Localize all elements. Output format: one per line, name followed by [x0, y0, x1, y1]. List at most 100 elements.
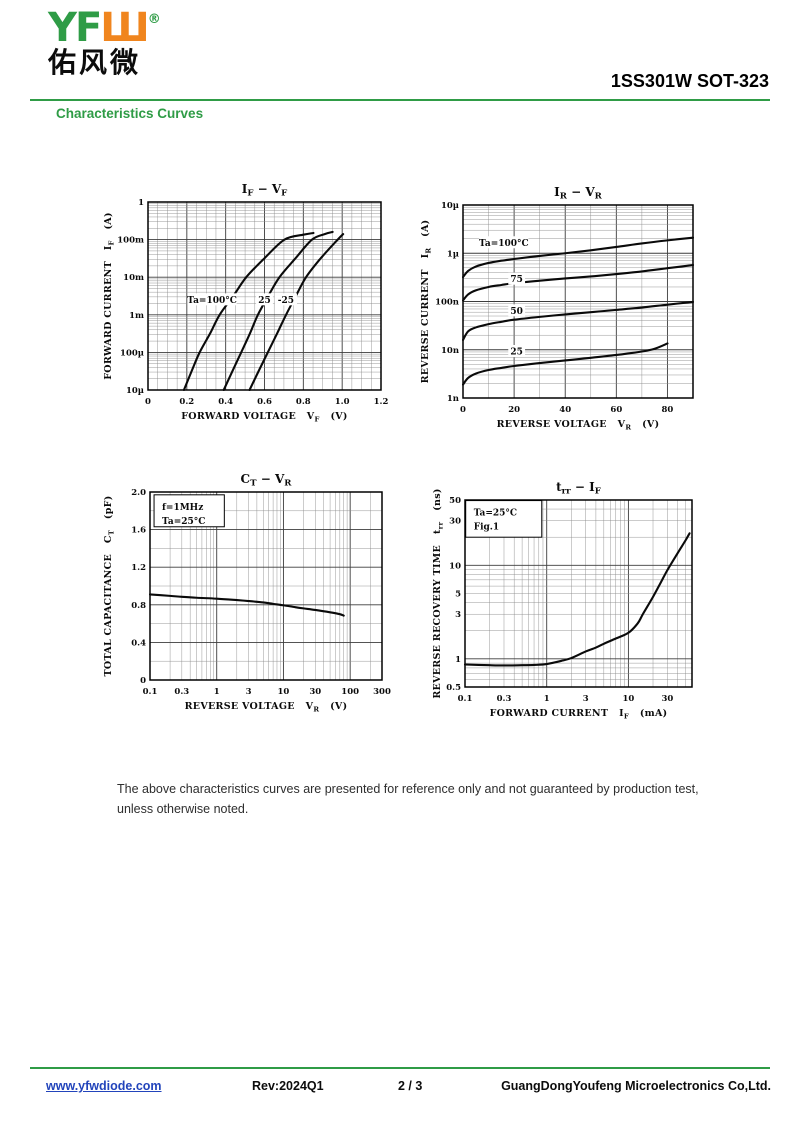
- logo-sha-mark: Ш: [100, 5, 149, 51]
- x-tick-label: 80: [662, 405, 674, 415]
- curve-label-bg: [187, 293, 237, 306]
- y-tick-label: 10: [449, 561, 461, 571]
- x-tick-label: 0.3: [497, 694, 512, 704]
- curve-50: [462, 300, 694, 341]
- header-divider: [30, 99, 770, 101]
- annotation-box: [153, 494, 225, 528]
- y-tick-label: 1m: [129, 311, 144, 321]
- y-tick-label: 1n: [447, 394, 459, 404]
- website-link[interactable]: www.yfwdiode.com: [46, 1079, 162, 1093]
- x-tick-label: 0: [145, 397, 151, 407]
- x-tick-label: 40: [559, 405, 571, 415]
- y-tick-label: 10n: [441, 346, 459, 356]
- y-tick-label: 3: [455, 610, 461, 620]
- annotation-text: f=1MHz: [162, 503, 203, 513]
- logo-yf-text: YF: [48, 5, 102, 51]
- curve-CT: [149, 593, 345, 617]
- curve-label: 25: [258, 296, 271, 306]
- x-tick-label: 0: [460, 405, 466, 415]
- chart-title: CT − VR: [241, 472, 293, 489]
- x-tick-label: 3: [583, 694, 589, 704]
- y-tick-label: 100m: [117, 236, 144, 246]
- curve-label: 25: [510, 347, 523, 357]
- y-tick-label: 100n: [435, 298, 459, 308]
- x-axis-label: REVERSE VOLTAGE VR (V): [185, 701, 348, 714]
- curve-75: [462, 263, 694, 302]
- x-tick-label: 30: [661, 694, 673, 704]
- annotation-text: Fig.1: [474, 523, 500, 533]
- x-tick-label: 3: [246, 687, 252, 697]
- y-tick-label: 1.2: [131, 563, 146, 573]
- chart-svg-ir_vr: Ta=100°C 75 50 25 0 20 40 60 80 10µ 1µ 100n 10n 1n IR …: [420, 185, 694, 432]
- x-tick-label: 0.6: [257, 397, 272, 407]
- x-tick-label: 300: [373, 687, 391, 697]
- product-title: 1SS301W SOT-323: [610, 71, 769, 91]
- y-tick-label: 0.5: [446, 683, 461, 693]
- x-tick-label: 10: [622, 694, 634, 704]
- x-tick-label: 0.1: [143, 687, 158, 697]
- page-number: 2 / 3: [398, 1079, 423, 1093]
- x-tick-label: 10: [278, 687, 290, 697]
- curve-label: Ta=100°C: [187, 296, 237, 306]
- curve-label: 50: [510, 307, 523, 317]
- x-tick-label: 0.2: [179, 397, 194, 407]
- logo-wordmark: YFШ®: [48, 8, 161, 48]
- registered-trademark-icon: ®: [147, 12, 161, 27]
- curve-25: [222, 230, 334, 391]
- disclaimer-note: The above characteristics curves are pre…: [117, 779, 717, 819]
- curve-label-bg: [508, 272, 526, 285]
- y-tick-label: 5: [455, 590, 461, 600]
- x-tick-label: 1.2: [374, 397, 389, 407]
- y-tick-label: 0: [140, 676, 146, 686]
- annotation-box: [465, 500, 543, 538]
- curve-trr: [464, 532, 691, 667]
- chart-trr-if: Ta=25°C Fig.1 0.1 0.3 1 3 10 30 50 30 10 5 3 1 0.5 trr …: [418, 456, 740, 733]
- x-tick-label: 60: [610, 405, 622, 415]
- curve-label: 75: [510, 275, 523, 285]
- y-tick-label: 30: [449, 517, 461, 527]
- annotation-text: Ta=25°C: [162, 517, 205, 527]
- chart-title: IF − VF: [242, 182, 288, 199]
- y-tick-label: 1.6: [131, 526, 146, 536]
- x-tick-label: 0.1: [458, 694, 473, 704]
- page-section-title: Characteristics Curves: [56, 106, 204, 121]
- x-tick-label: 0.3: [174, 687, 189, 697]
- chart-svg-if_vf: Ta=100°C 25 -25 0 0.2 0.4 0.6 0.8 1.0 1.2 1 100m 10m…: [103, 182, 389, 424]
- x-tick-label: 30: [309, 687, 321, 697]
- disclaimer-line-2: unless otherwise noted.: [117, 802, 249, 816]
- curve-label: Ta=100°C: [479, 239, 529, 249]
- chart-if-vf: Ta=100°C 25 -25 0 0.2 0.4 0.6 0.8 1.0 1.2 1 100m 10m…: [95, 176, 407, 437]
- y-tick-label: 0.4: [131, 638, 146, 648]
- x-tick-label: 0.4: [218, 397, 233, 407]
- y-tick-label: 100µ: [120, 348, 144, 358]
- x-tick-label: 20: [508, 405, 520, 415]
- annotation-text: Ta=25°C: [474, 509, 517, 519]
- footer-divider: [30, 1067, 770, 1069]
- y-tick-label: 10m: [123, 273, 144, 283]
- x-tick-label: 100: [341, 687, 359, 697]
- curve-25: [462, 342, 669, 386]
- revision-label: Rev:2024Q1: [252, 1079, 324, 1093]
- chart-ir-vr: Ta=100°C 75 50 25 0 20 40 60 80 10µ 1µ 100n 10n 1n IR …: [418, 178, 740, 447]
- y-axis-label: REVERSE CURRENT IR (A): [420, 220, 433, 384]
- x-axis-label: FORWARD VOLTAGE VF (V): [181, 411, 347, 424]
- logo-chinese-name: 佑风微: [48, 47, 142, 78]
- curve-Ta=100°C: [182, 231, 315, 391]
- y-tick-label: 50: [449, 496, 461, 506]
- y-tick-label: 0.8: [131, 601, 146, 611]
- chart-svg-trr_if: Ta=25°C Fig.1 0.1 0.3 1 3 10 30 50 30 10 5 3 1 0.5 trr …: [432, 480, 693, 721]
- x-axis-label: FORWARD CURRENT IF (mA): [490, 708, 668, 721]
- x-tick-label: 1: [214, 687, 220, 697]
- y-tick-label: 10µ: [441, 201, 459, 211]
- chart-title: IR − VR: [554, 185, 603, 202]
- y-axis-label: FORWARD CURRENT IF (A): [103, 212, 116, 380]
- curve-label-bg: [479, 236, 529, 249]
- curve-label-bg: [256, 293, 273, 306]
- x-tick-label: 1: [544, 694, 550, 704]
- y-axis-label: TOTAL CAPACITANCE CT (pF): [103, 496, 116, 677]
- curve-label-bg: [508, 344, 526, 357]
- curve-label: -25: [278, 296, 294, 306]
- curve-Ta=100°C: [462, 236, 694, 279]
- chart-svg-ct_vr: f=1MHz Ta=25°C 0.1 0.3 1 3 10 30 100 300 0 0.4 0.8 1.…: [103, 472, 391, 714]
- x-tick-label: 1.0: [335, 397, 350, 407]
